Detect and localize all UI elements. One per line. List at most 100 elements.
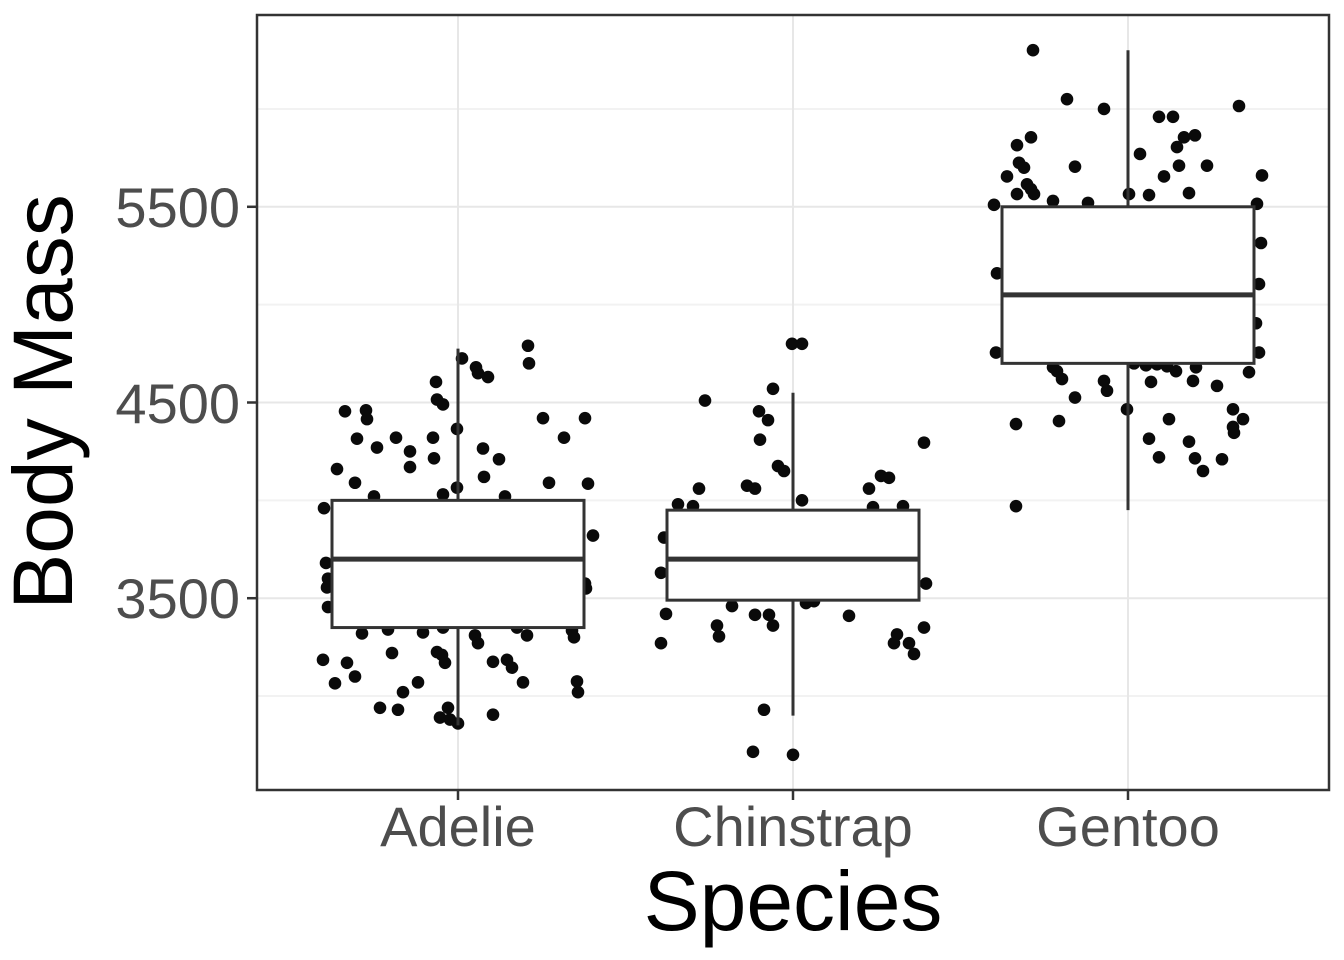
iqr-box bbox=[665, 508, 921, 602]
jitter-point bbox=[571, 685, 585, 699]
jitter-point bbox=[887, 636, 901, 650]
jitter-point bbox=[1172, 159, 1186, 172]
y-axis-title: Body Mass bbox=[0, 194, 90, 610]
jitter-point bbox=[1226, 403, 1240, 416]
jitter-point bbox=[403, 445, 417, 458]
jitter-point bbox=[1242, 365, 1256, 379]
jitter-point bbox=[990, 267, 1004, 280]
jitter-point bbox=[433, 711, 447, 724]
jitter-point bbox=[1182, 186, 1196, 200]
jitter-point bbox=[989, 346, 1003, 359]
jitter-point bbox=[766, 619, 780, 632]
jitter-point bbox=[1188, 451, 1202, 465]
jitter-point bbox=[438, 656, 452, 670]
jitter-point bbox=[436, 398, 450, 411]
jitter-point bbox=[752, 405, 766, 418]
jitter-point bbox=[1144, 375, 1158, 389]
jitter-point bbox=[330, 462, 344, 476]
axis-labels: 5500 4500 3500 Adelie Chinstrap Gentoo B… bbox=[0, 176, 1220, 948]
jitter-point bbox=[1068, 391, 1082, 404]
jitter-point bbox=[319, 556, 333, 570]
jitter-point bbox=[762, 608, 776, 622]
jitter-point bbox=[411, 676, 425, 689]
jitter-point bbox=[987, 198, 1001, 212]
axis-ticks bbox=[247, 205, 1130, 800]
jitter-point bbox=[907, 647, 921, 661]
jitter-point bbox=[1046, 194, 1060, 208]
jitter-point bbox=[1227, 426, 1241, 440]
jitter-point bbox=[1152, 450, 1166, 464]
jitter-point bbox=[486, 708, 500, 721]
jitter-point bbox=[1177, 131, 1191, 144]
jitter-point bbox=[348, 476, 362, 490]
jitter-point bbox=[316, 653, 330, 667]
jitter-point bbox=[1097, 374, 1111, 388]
y-tick-label-5500: 5500 bbox=[115, 176, 240, 239]
jitter-point bbox=[385, 646, 399, 660]
jitter-point bbox=[1232, 99, 1246, 113]
jitter-point bbox=[348, 670, 362, 683]
jitter-point bbox=[712, 630, 726, 643]
y-tick-label-3500: 3500 bbox=[115, 567, 240, 630]
x-tick-label-chinstrap: Chinstrap bbox=[673, 795, 913, 858]
jitter-point bbox=[917, 436, 931, 449]
jitter-point bbox=[581, 477, 595, 491]
jitter-point bbox=[389, 431, 403, 445]
jitter-point bbox=[1252, 277, 1266, 291]
jitter-point bbox=[1200, 159, 1214, 172]
jitter-point bbox=[1100, 384, 1114, 398]
jitter-point bbox=[777, 464, 791, 478]
jitter-point bbox=[477, 470, 491, 484]
jitter-point bbox=[441, 701, 455, 715]
jitter-point bbox=[1026, 43, 1040, 57]
boxplot-adelie bbox=[330, 348, 586, 726]
jitter-point bbox=[426, 431, 440, 445]
jitter-point bbox=[1142, 188, 1156, 202]
jitter-point bbox=[1010, 187, 1024, 201]
jitter-point bbox=[1166, 110, 1180, 124]
jitter-point bbox=[785, 337, 799, 351]
jitter-point bbox=[520, 629, 534, 642]
jitter-point bbox=[1255, 169, 1269, 182]
jitter-point bbox=[795, 494, 809, 507]
jitter-point bbox=[1196, 464, 1210, 478]
jitter-point bbox=[1188, 129, 1202, 142]
jitter-point bbox=[586, 529, 600, 542]
jitter-point bbox=[471, 636, 485, 650]
jitter-point bbox=[350, 432, 364, 446]
jitter-point bbox=[416, 626, 430, 639]
x-tick-label-adelie: Adelie bbox=[380, 795, 536, 858]
jitter-point bbox=[1055, 372, 1069, 386]
jitter-point bbox=[1142, 432, 1156, 446]
jitter-point bbox=[1169, 364, 1183, 378]
jitter-point bbox=[1186, 374, 1200, 388]
jitter-points-layer bbox=[316, 43, 1269, 762]
jitter-point bbox=[486, 655, 500, 669]
jitter-point bbox=[481, 370, 495, 384]
jitter-point bbox=[427, 451, 441, 465]
jitter-point bbox=[1068, 160, 1082, 173]
jitter-point bbox=[516, 676, 530, 689]
jitter-point bbox=[692, 482, 706, 495]
jitter-point bbox=[757, 703, 771, 717]
jitter-point bbox=[1152, 110, 1166, 124]
jitter-points-adelie bbox=[316, 339, 600, 730]
jitter-point bbox=[1027, 187, 1041, 201]
jitter-point bbox=[1052, 414, 1066, 428]
jitter-point bbox=[1097, 102, 1111, 116]
jitter-point bbox=[919, 577, 933, 590]
boxplot-chinstrap bbox=[665, 392, 921, 716]
iqr-box bbox=[330, 498, 586, 630]
jitter-point bbox=[862, 482, 876, 495]
jitter-point bbox=[659, 607, 673, 621]
jitter-point bbox=[370, 441, 384, 454]
jitter-point bbox=[842, 609, 856, 623]
jitter-point bbox=[320, 581, 334, 594]
jitter-point bbox=[1236, 412, 1250, 426]
jitter-point bbox=[1157, 170, 1171, 183]
jitter-point bbox=[1024, 131, 1038, 144]
jitter-point bbox=[748, 608, 762, 622]
